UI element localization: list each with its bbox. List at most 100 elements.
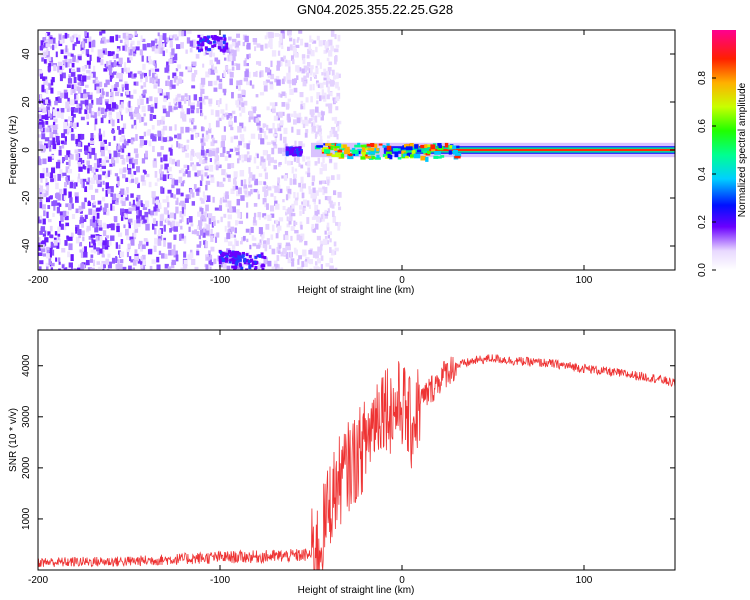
heatmap-cell <box>330 30 335 37</box>
heatmap-cell <box>293 220 296 227</box>
heatmap-cell <box>300 164 304 169</box>
heatmap-cell <box>420 144 425 149</box>
heatmap-cell <box>66 235 69 239</box>
heatmap-cell <box>310 96 313 103</box>
y-tick-label: -20 <box>21 190 32 205</box>
heatmap-cell <box>134 158 138 165</box>
heatmap-cell <box>284 61 288 67</box>
heatmap-cell <box>289 147 293 151</box>
heatmap-cell <box>225 103 228 111</box>
heatmap-cell <box>269 84 274 90</box>
heatmap-cell <box>298 163 301 167</box>
heatmap-cell <box>266 141 271 145</box>
heatmap-cell <box>70 70 73 77</box>
heatmap-cell <box>360 144 367 148</box>
heatmap-cell <box>275 219 279 225</box>
heatmap-cell <box>246 238 249 243</box>
heatmap-cell <box>129 94 134 99</box>
heatmap-cell <box>248 191 252 196</box>
heatmap-cell <box>102 36 106 44</box>
heatmap-cell <box>129 256 132 262</box>
heatmap-cell <box>116 61 120 66</box>
heatmap-cell <box>331 249 335 256</box>
heatmap-cell <box>121 87 125 92</box>
heatmap-cell <box>199 208 204 215</box>
heatmap-cell <box>62 210 67 217</box>
heatmap-cell <box>331 117 336 121</box>
heatmap-cell <box>263 158 266 163</box>
heatmap-cell <box>160 186 163 193</box>
heatmap-cell <box>269 157 274 163</box>
heatmap-cell <box>86 53 90 57</box>
heatmap-cell <box>125 177 129 182</box>
heatmap-cell <box>326 94 330 100</box>
heatmap-cell <box>303 102 306 110</box>
heatmap-cell <box>316 145 323 148</box>
heatmap-cell <box>132 260 137 266</box>
heatmap-cell <box>142 266 146 270</box>
heatmap-cell <box>48 56 52 62</box>
heatmap-cell <box>293 191 296 199</box>
heatmap-cell <box>197 49 201 53</box>
heatmap-cell <box>199 83 204 90</box>
heatmap-cell <box>354 144 361 148</box>
heatmap-cell <box>96 86 100 94</box>
heatmap-cell <box>274 137 277 143</box>
heatmap-cell <box>273 144 278 149</box>
heatmap-cell <box>102 230 107 237</box>
heatmap-cell <box>198 39 202 43</box>
heatmap-cell <box>266 203 269 210</box>
heatmap-cell <box>106 268 110 270</box>
heatmap-cell <box>196 231 200 236</box>
heatmap-cell <box>364 152 372 155</box>
heatmap-cell <box>318 125 322 133</box>
heatmap-cell <box>59 145 62 150</box>
heatmap-cell <box>40 185 44 193</box>
heatmap-cell <box>38 252 43 257</box>
heatmap-cell <box>244 71 249 78</box>
heatmap-cell <box>316 257 321 264</box>
heatmap-cell <box>266 106 270 111</box>
heatmap-cell <box>115 264 119 269</box>
heatmap-cell <box>71 213 76 219</box>
heatmap-cell <box>203 240 207 245</box>
heatmap-cell <box>153 158 157 164</box>
heatmap-cell <box>206 149 209 153</box>
heatmap-cell <box>185 152 190 158</box>
heatmap-cell <box>200 174 204 181</box>
heatmap-cell <box>43 100 47 105</box>
heatmap-cell <box>189 40 194 47</box>
heatmap-cell <box>86 181 90 185</box>
heatmap-cell <box>222 113 227 118</box>
heatmap-cell <box>134 31 138 36</box>
heatmap-cell <box>171 249 176 256</box>
heatmap-cell <box>245 228 250 233</box>
heatmap-cell <box>299 148 303 152</box>
heatmap-cell <box>162 108 167 114</box>
heatmap-cell <box>206 175 209 179</box>
heatmap-cell <box>38 107 42 111</box>
heatmap-cell <box>118 145 122 150</box>
heatmap-cell <box>348 154 353 157</box>
heatmap-cell <box>434 151 441 155</box>
heatmap-cell <box>69 197 73 203</box>
heatmap-cell <box>48 109 51 117</box>
heatmap-cell <box>181 207 185 214</box>
heatmap-cell <box>152 200 157 205</box>
heatmap-cell <box>115 256 118 264</box>
heatmap-cell <box>254 255 258 259</box>
heatmap-cell <box>116 126 121 130</box>
heatmap-cell <box>216 147 220 154</box>
heatmap-cell <box>203 95 209 100</box>
heatmap-cell <box>216 38 220 42</box>
heatmap-cell <box>268 39 273 46</box>
heatmap-cell <box>300 38 304 46</box>
heatmap-cell <box>158 205 162 209</box>
heatmap-cell <box>76 67 81 73</box>
heatmap-cell <box>162 50 166 57</box>
heatmap-cell <box>211 222 214 228</box>
heatmap-cell <box>40 101 45 108</box>
heatmap-cell <box>210 63 214 70</box>
heatmap-cell <box>336 154 342 158</box>
heatmap-cell <box>78 233 81 239</box>
